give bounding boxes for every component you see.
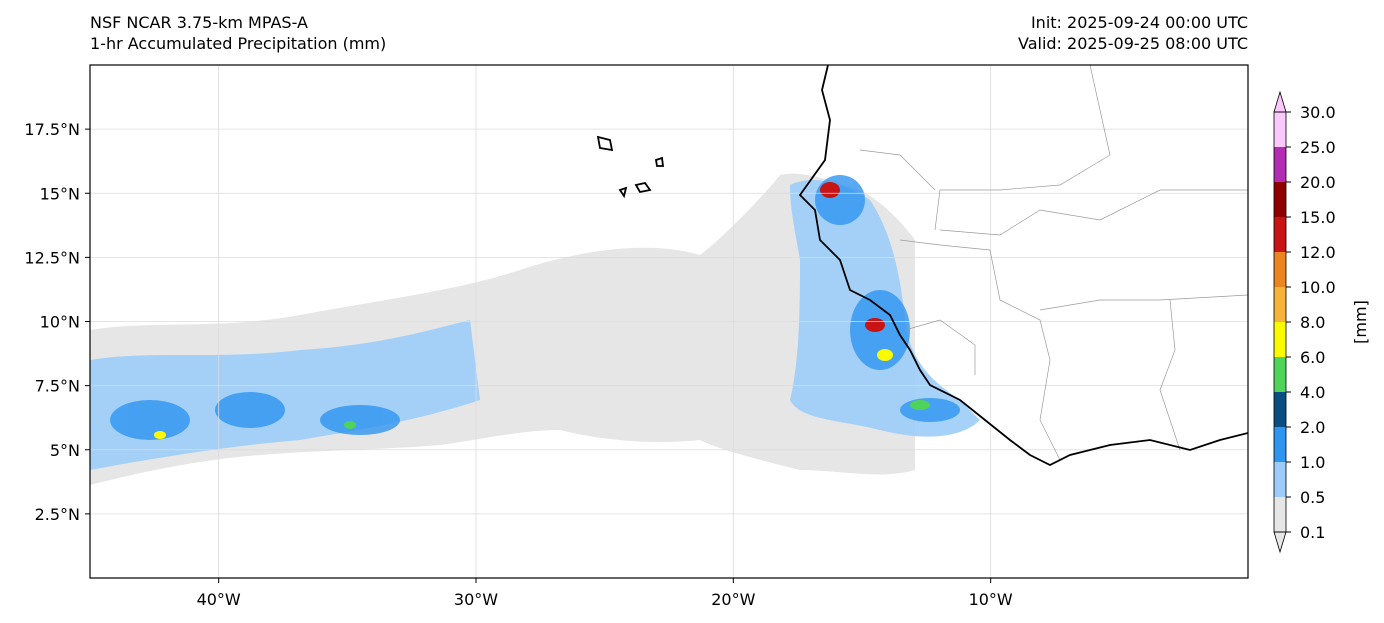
colorbar-segment [1274,427,1286,462]
lat-tick-label: 2.5°N [35,505,80,524]
colorbar-level-label: 30.0 [1300,103,1336,122]
colorbar-segment [1274,182,1286,217]
colorbar-segment [1274,287,1286,322]
field-title: 1-hr Accumulated Precipitation (mm) [90,34,387,53]
latitude-axis: 2.5°N 5°N 7.5°N 10°N 12.5°N 15°N 17.5°N [24,120,90,524]
colorbar-min-extend [1273,531,1287,554]
colorbar-level-label: 25.0 [1300,138,1336,157]
lat-tick-label: 5°N [50,441,80,460]
lon-tick-label: 10°W [969,590,1013,609]
colorbar-segment [1274,497,1286,532]
colorbar-level-label: 4.0 [1300,383,1325,402]
valid-time: Valid: 2025-09-25 08:00 UTC [1017,34,1248,53]
colorbar-level-label: 0.1 [1300,523,1325,542]
lon-tick-label: 20°W [711,590,755,609]
colorbar-level-label: 2.0 [1300,418,1325,437]
colorbar-level-label: 15.0 [1300,208,1336,227]
lat-tick-label: 7.5°N [35,377,80,396]
lon-tick-label: 30°W [454,590,498,609]
coastline [596,65,1248,467]
colorbar: 0.1 0.5 1.0 2.0 4.0 6.0 8.0 10.0 12.0 15.0 20.0 25.… [1273,90,1370,554]
colorbar-segment [1274,392,1286,427]
model-title: NSF NCAR 3.75-km MPAS-A [90,13,308,32]
colorbar-segment [1274,147,1286,182]
colorbar-segment [1274,322,1286,357]
colorbar-segment [1274,112,1286,147]
colorbar-level-label: 10.0 [1300,278,1336,297]
colorbar-segment [1274,252,1286,287]
country-borders [859,65,1248,461]
colorbar-level-label: 0.5 [1300,488,1325,507]
lon-tick-label: 40°W [197,590,241,609]
lat-tick-label: 10°N [40,313,80,332]
lat-tick-label: 12.5°N [24,248,80,267]
lat-tick-label: 15°N [40,184,80,203]
colorbar-unit-label: [mm] [1351,300,1370,344]
colorbar-max-extend [1273,90,1287,113]
colorbar-level-label: 20.0 [1300,173,1336,192]
colorbar-level-label: 6.0 [1300,348,1325,367]
init-time: Init: 2025-09-24 00:00 UTC [1030,13,1248,32]
lat-tick-label: 17.5°N [24,120,80,139]
longitude-axis: 40°W 30°W 20°W 10°W [197,578,1013,609]
gridlines [90,65,1248,578]
heavy-precip-cells [110,175,960,440]
colorbar-level-label: 1.0 [1300,453,1325,472]
colorbar-segment [1274,462,1286,497]
map-area [90,65,1248,578]
title-left: NSF NCAR 3.75-km MPAS-A 1-hr Accumulated… [90,12,386,54]
title-right: Init: 2025-09-24 00:00 UTC Valid: 2025-0… [1018,12,1248,54]
colorbar-level-label: 12.0 [1300,243,1336,262]
colorbar-level-label: 8.0 [1300,313,1325,332]
colorbar-segment [1274,357,1286,392]
colorbar-segment [1274,217,1286,252]
